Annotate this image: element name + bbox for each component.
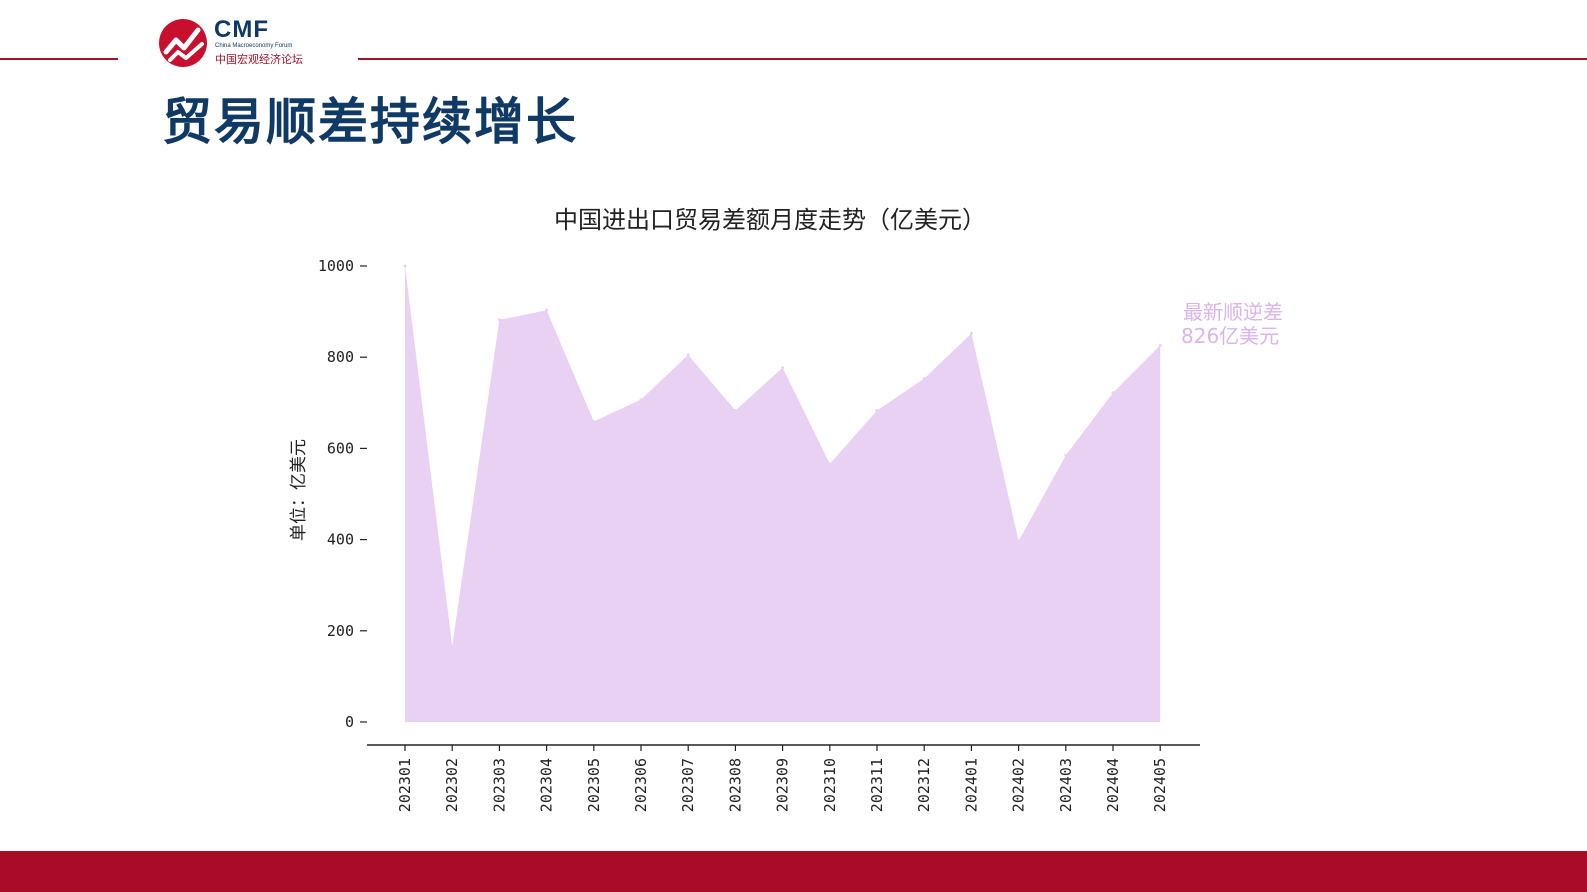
x-tick-label-202310: 202310 xyxy=(821,758,839,812)
header-rule-right xyxy=(358,58,1587,60)
data-point-202405 xyxy=(1158,343,1162,347)
x-tick-label-202307: 202307 xyxy=(679,758,697,812)
data-point-202303 xyxy=(497,318,501,322)
y-tick-label-0: 0 xyxy=(345,713,354,731)
x-tick-label-202311: 202311 xyxy=(868,758,886,812)
header-rule-left xyxy=(0,58,118,60)
x-tick-label-202306: 202306 xyxy=(632,758,650,812)
data-point-202308 xyxy=(733,409,737,413)
x-tick-label-202302: 202302 xyxy=(443,758,461,812)
data-point-202401 xyxy=(969,331,973,335)
cmf-logo: CMF China Macroeconomy Forum 中国宏观经济论坛 xyxy=(158,16,358,70)
data-point-202312 xyxy=(922,377,926,381)
x-tick-label-202403: 202403 xyxy=(1057,758,1075,812)
y-tick-label-400: 400 xyxy=(327,531,354,549)
y-tick-label-1000: 1000 xyxy=(318,257,354,275)
x-tick-label-202308: 202308 xyxy=(726,758,744,812)
logo-english-name: China Macroeconomy Forum xyxy=(215,43,293,49)
data-point-202305 xyxy=(592,419,596,423)
x-tick-label-202309: 202309 xyxy=(774,758,792,812)
data-point-202311 xyxy=(875,409,879,413)
x-tick-label-202404: 202404 xyxy=(1104,758,1122,812)
x-tick-label-202303: 202303 xyxy=(490,758,508,812)
data-point-202404 xyxy=(1111,391,1115,395)
x-tick-label-202301: 202301 xyxy=(396,758,414,812)
annotation-line-1: 最新顺逆差 xyxy=(1183,300,1283,324)
y-tick-label-600: 600 xyxy=(327,439,354,457)
x-tick-label-202305: 202305 xyxy=(585,758,603,812)
y-tick-label-200: 200 xyxy=(327,622,354,640)
data-point-202403 xyxy=(1064,453,1068,457)
data-point-202310 xyxy=(828,462,832,466)
y-tick-label-800: 800 xyxy=(327,348,354,366)
data-point-202301 xyxy=(403,264,407,268)
y-axis-label: 单位：亿美元 xyxy=(289,439,309,541)
x-tick-label-202304: 202304 xyxy=(538,758,556,812)
logo-chart-icon xyxy=(159,19,207,67)
data-point-202309 xyxy=(781,366,785,370)
footer-bar xyxy=(0,851,1587,892)
page-title: 贸易顺差持续增长 xyxy=(162,93,578,151)
logo-chinese-name: 中国宏观经济论坛 xyxy=(215,53,303,66)
logo-abbr: CMF xyxy=(214,16,269,43)
chart-title: 中国进出口贸易差额月度走势（亿美元） xyxy=(554,206,986,234)
data-point-202302 xyxy=(450,644,454,648)
data-point-202306 xyxy=(639,398,643,402)
data-point-202307 xyxy=(686,353,690,357)
data-point-202304 xyxy=(545,308,549,312)
x-tick-label-202402: 202402 xyxy=(1010,758,1028,812)
data-point-202402 xyxy=(1017,539,1021,543)
x-tick-label-202401: 202401 xyxy=(962,758,980,812)
x-tick-label-202405: 202405 xyxy=(1151,758,1169,812)
trade-balance-area xyxy=(405,266,1161,722)
x-tick-label-202312: 202312 xyxy=(915,758,933,812)
annotation-line-2: 826亿美元 xyxy=(1181,324,1279,348)
